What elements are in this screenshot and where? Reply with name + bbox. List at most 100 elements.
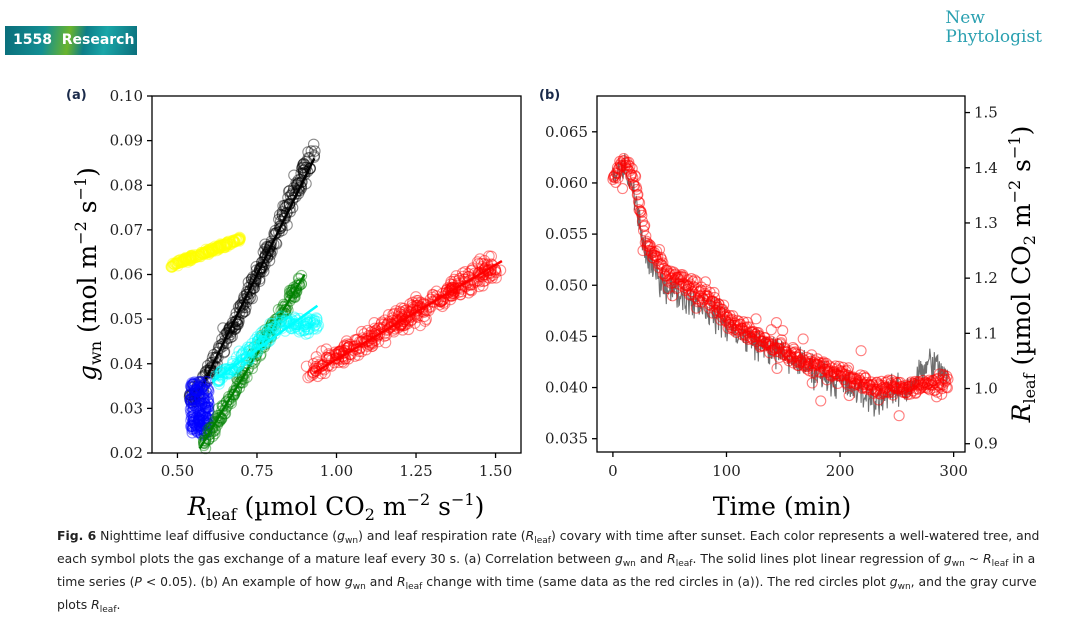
a-point <box>297 158 310 170</box>
a-point <box>194 426 206 439</box>
a-point <box>198 247 211 259</box>
a-point <box>262 246 274 259</box>
a-point <box>465 283 477 296</box>
a-point <box>406 296 419 309</box>
a-point <box>221 237 234 250</box>
a-point <box>386 312 399 324</box>
a-point <box>185 397 198 410</box>
a-point <box>187 379 200 391</box>
b-point <box>632 189 644 201</box>
a-point <box>303 323 315 335</box>
a-point <box>225 238 237 251</box>
a-point <box>205 364 217 377</box>
a-point <box>297 324 310 337</box>
a-point <box>170 258 182 270</box>
a-point <box>232 232 245 245</box>
a-point <box>211 415 224 427</box>
a-point <box>246 337 258 350</box>
b-x-axis-label: Time (min) <box>713 492 851 521</box>
a-point <box>302 327 315 339</box>
a-point <box>388 319 400 331</box>
a-point <box>281 207 293 219</box>
a-point <box>193 412 205 425</box>
a-point <box>256 256 268 268</box>
a-series-red-tree <box>300 250 507 384</box>
a-point <box>185 254 197 267</box>
a-point <box>292 323 304 335</box>
a-point <box>188 415 201 427</box>
a-point <box>193 414 205 427</box>
a-point <box>209 240 221 252</box>
a-point <box>268 320 280 333</box>
a-point <box>430 293 442 306</box>
a-point <box>304 162 316 175</box>
a-point <box>242 361 255 374</box>
a-point <box>266 323 278 336</box>
b-right-y-tick-label: 1.1 <box>974 324 998 342</box>
a-point <box>190 425 203 437</box>
a-point <box>473 269 485 281</box>
a-point <box>193 413 206 426</box>
a-point <box>448 275 461 288</box>
a-y-tick-label: 0.06 <box>110 266 143 284</box>
a-point <box>289 287 301 299</box>
a-point <box>258 251 271 264</box>
a-point <box>202 246 214 258</box>
a-point <box>193 388 205 400</box>
a-point <box>239 352 252 364</box>
a-point <box>220 238 233 251</box>
a-point <box>191 382 204 395</box>
a-point <box>309 365 322 377</box>
a-point <box>236 353 249 366</box>
a-point <box>237 354 250 366</box>
a-point <box>296 162 308 175</box>
a-point <box>473 280 485 293</box>
a-point <box>369 322 381 335</box>
b-point <box>940 374 952 386</box>
a-point <box>210 351 223 363</box>
a-point <box>192 388 205 400</box>
a-point <box>192 376 205 388</box>
a-point <box>186 426 198 439</box>
a-point <box>416 303 429 315</box>
a-point <box>207 244 219 256</box>
a-point <box>349 350 361 362</box>
a-point <box>180 253 193 265</box>
a-point <box>485 250 498 263</box>
a-point <box>411 297 424 309</box>
a-point <box>192 385 204 398</box>
a-point <box>204 364 216 376</box>
a-point <box>300 360 313 373</box>
a-point <box>307 138 320 151</box>
a-point <box>205 243 217 255</box>
a-point <box>214 239 227 252</box>
a-point <box>223 363 235 376</box>
a-point <box>285 292 298 305</box>
a-point <box>255 342 268 354</box>
a-point <box>193 380 205 393</box>
a-point <box>220 402 232 414</box>
a-point <box>212 240 224 252</box>
a-point <box>420 313 432 326</box>
a-point <box>302 323 314 336</box>
a-point <box>221 240 234 253</box>
a-point <box>179 253 192 265</box>
a-point <box>285 320 297 332</box>
a-point <box>183 391 196 403</box>
a-point <box>168 258 180 270</box>
a-point <box>190 385 203 397</box>
a-point <box>185 414 197 427</box>
a-point <box>253 333 265 346</box>
a-point <box>206 242 219 254</box>
a-point <box>221 236 233 249</box>
a-point <box>214 239 226 252</box>
a-point <box>202 396 214 408</box>
a-point <box>295 324 307 337</box>
b-point <box>639 219 651 231</box>
b-right-y-tick-label: 1.3 <box>974 214 998 232</box>
a-x-tick-label: 1.25 <box>399 462 432 480</box>
a-point <box>241 364 254 376</box>
a-point <box>228 236 241 248</box>
a-point <box>228 235 240 248</box>
a-point <box>184 389 197 401</box>
